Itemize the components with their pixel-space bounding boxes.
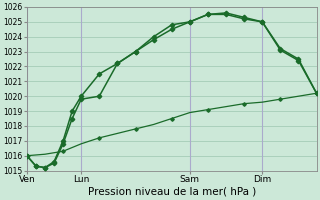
X-axis label: Pression niveau de la mer( hPa ): Pression niveau de la mer( hPa ) bbox=[88, 187, 256, 197]
